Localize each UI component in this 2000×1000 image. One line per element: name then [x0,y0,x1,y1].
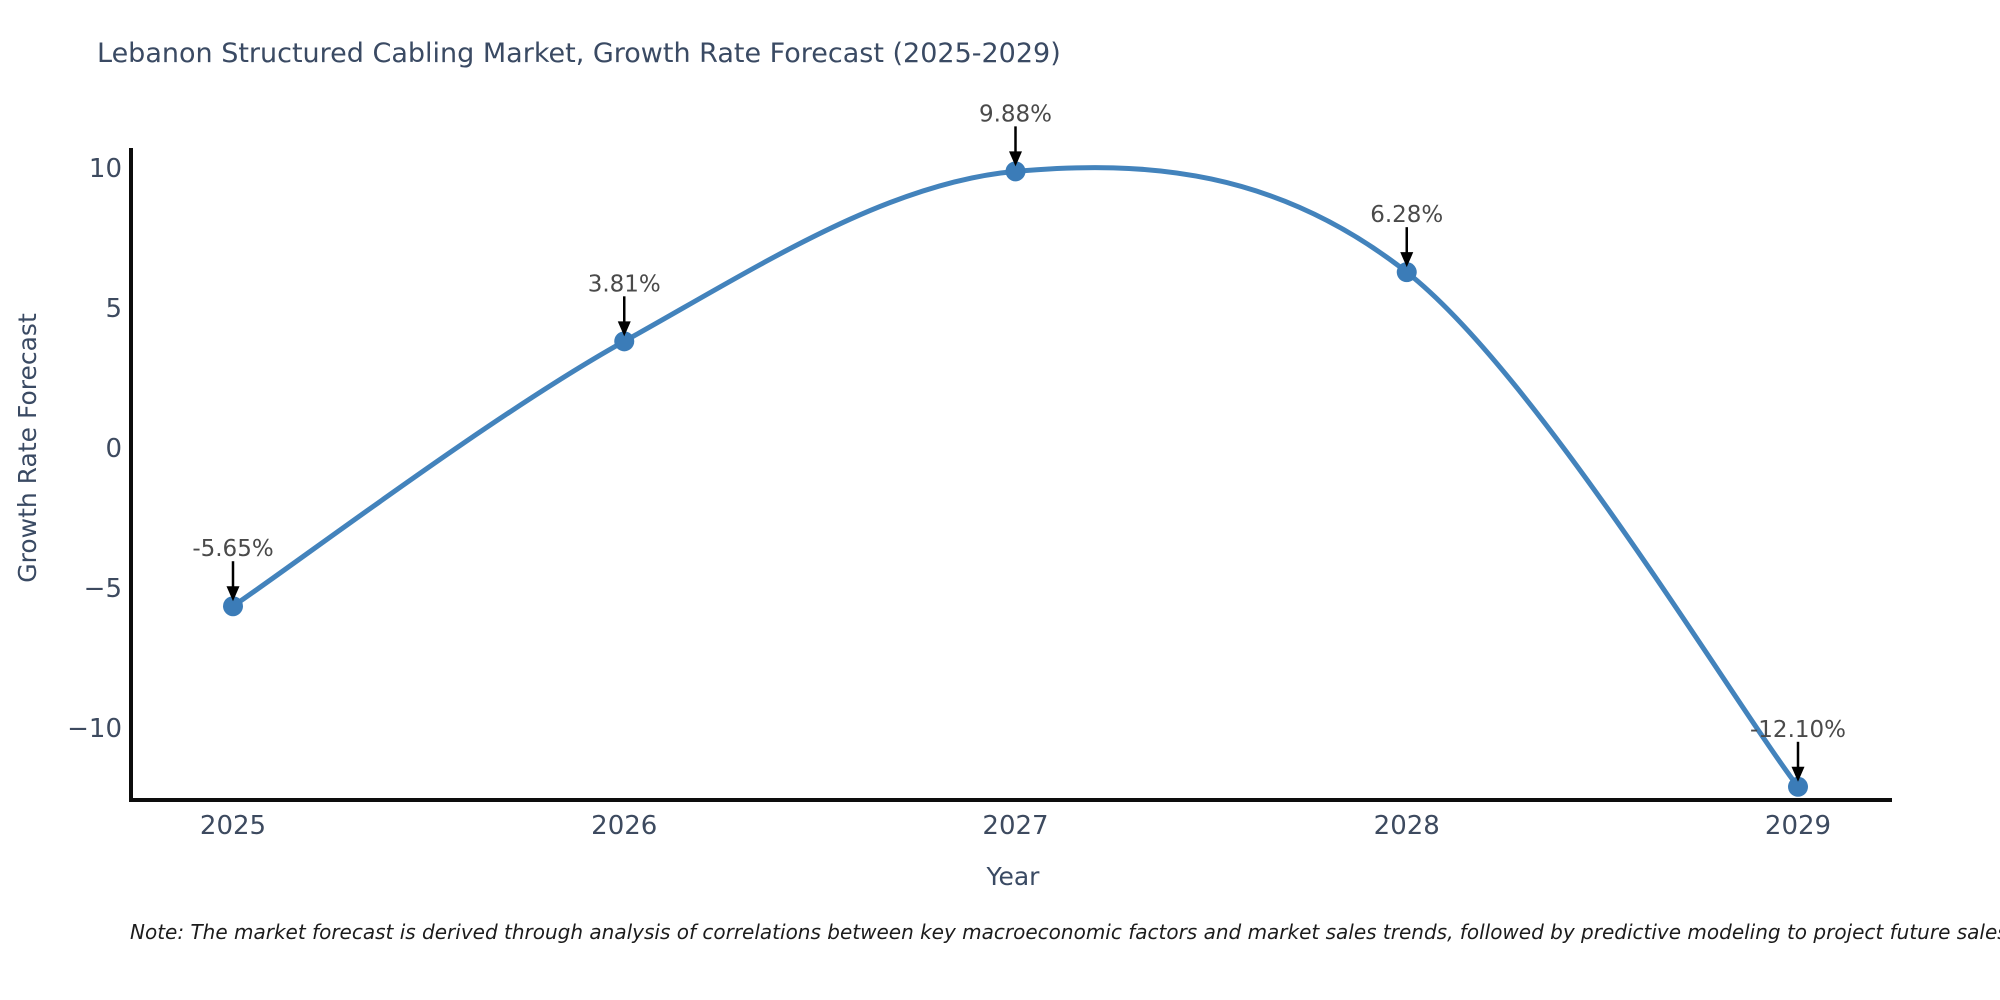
x-tick-label: 2029 [1765,811,1831,841]
annotation-arrowhead [1400,252,1414,268]
annotation-arrowhead [617,321,631,337]
y-tick-label: 0 [105,434,122,464]
annotation-arrowhead [1009,151,1022,167]
x-tick-label: 2028 [1374,811,1440,841]
y-tick-label: 10 [89,154,122,184]
x-tick-label: 2026 [591,811,657,841]
data-point-2026 [614,331,635,352]
chart-title: Lebanon Structured Cabling Market, Growt… [97,38,1061,69]
annotation-arrowhead [226,586,240,602]
point-value-label: -12.10% [1750,717,1846,743]
y-tick-label: −10 [67,714,122,744]
data-point-2029 [1788,776,1808,797]
point-value-label: -5.65% [192,536,273,562]
forecast-line [230,165,1801,790]
annotation-arrowhead [1791,766,1805,782]
data-point-2025 [223,596,243,617]
y-tick-label: −5 [84,574,122,604]
y-tick-label: 5 [105,294,122,324]
data-point-2028 [1396,262,1417,283]
x-tick-label: 2025 [200,811,266,841]
point-value-label: 3.81% [588,271,661,297]
point-value-label: 9.88% [979,101,1052,127]
x-axis-title: Year [986,862,1040,891]
point-value-label: 6.28% [1370,202,1443,228]
footnote: Note: The market forecast is derived thr… [130,920,2000,944]
x-tick-label: 2027 [982,811,1048,841]
data-point-2027 [1005,161,1026,182]
y-axis-title: Growth Rate Forecast [13,313,42,583]
